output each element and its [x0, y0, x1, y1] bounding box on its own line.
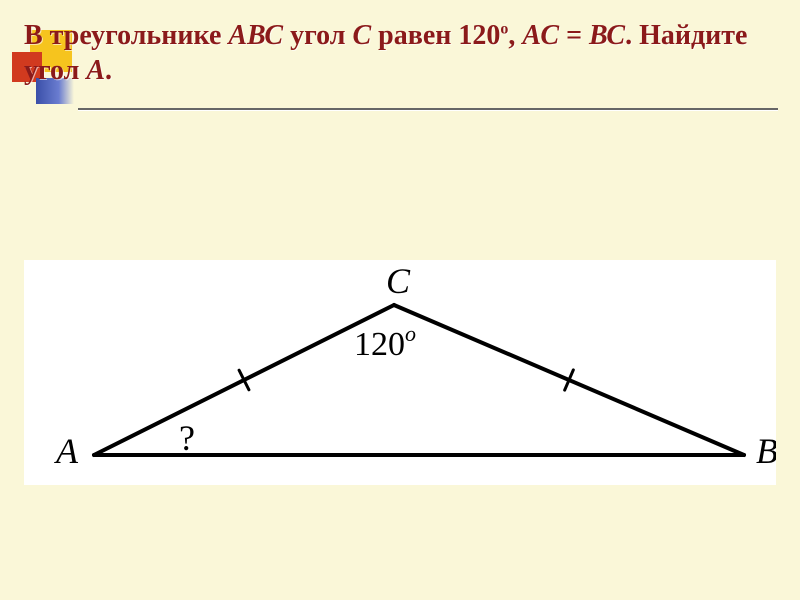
problem-title: В треугольнике АВС угол С равен 120о, АС…	[24, 18, 776, 88]
triangle-svg: A B C 120о?	[24, 260, 776, 485]
svg-text:B: B	[756, 431, 776, 471]
svg-text:120о: 120о	[354, 321, 416, 363]
svg-text:A: A	[54, 431, 79, 471]
svg-text:?: ?	[179, 418, 195, 458]
triangle-figure: A B C 120о?	[24, 260, 776, 485]
title-underline	[78, 108, 778, 111]
svg-text:C: C	[386, 261, 411, 301]
